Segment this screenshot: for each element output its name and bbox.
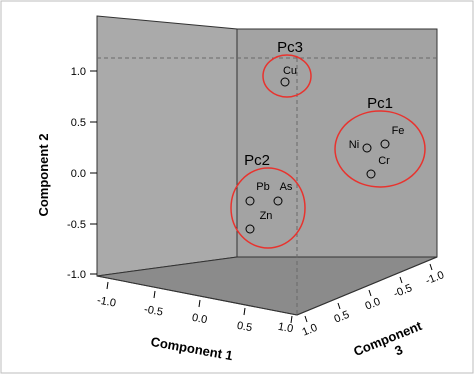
- group-annotations: Pc3 Pc1 Pc2: [230, 39, 426, 249]
- right-bottom-edge: [296, 256, 438, 316]
- y-axis: 1.0 0.5 0.0 -0.5 -1.0 Component 2: [36, 66, 97, 281]
- y-tick-label: 1.0: [71, 66, 86, 78]
- z-tick-mark: [337, 302, 341, 310]
- point-label-pb: Pb: [256, 181, 269, 193]
- data-point-labels: Cu Fe Ni Cr Pb As Zn: [256, 65, 404, 222]
- z-tick-label: 0.5: [333, 309, 352, 326]
- z-tick-mark: [399, 276, 403, 284]
- z-tick-mark: [429, 263, 433, 271]
- front-bottom-edge: [96, 275, 298, 316]
- group-circle-pc3: [262, 54, 312, 98]
- left-wall: [96, 15, 238, 277]
- point-label-cr: Cr: [378, 155, 390, 167]
- z-axis-title-line2: 3: [392, 342, 404, 359]
- z-axis-title-line1: Component: [351, 318, 424, 359]
- z-tick-label: -0.5: [392, 282, 414, 300]
- y-tick-label: 0.0: [71, 168, 86, 180]
- x-tick-mark: [243, 307, 246, 316]
- z-tick-label: -1.0: [424, 269, 446, 287]
- y-tick-label: -0.5: [67, 219, 86, 231]
- z-tick-mark: [304, 315, 308, 323]
- data-point-zn: [245, 224, 255, 234]
- x-tick-label: 0.5: [236, 320, 253, 334]
- x-tick-label: -1.0: [96, 294, 117, 309]
- data-points: [245, 77, 390, 234]
- x-tick-label: -0.5: [143, 303, 164, 318]
- point-label-ni: Ni: [349, 139, 359, 151]
- y-tick-label: 0.5: [71, 117, 86, 129]
- group-circle-pc1: [334, 110, 426, 188]
- x-tick-label: 0.0: [191, 312, 208, 326]
- x-tick-label: 1.0: [277, 321, 294, 335]
- group-label-pc2: Pc2: [244, 152, 270, 169]
- data-point-pb: [245, 196, 255, 206]
- z-axis-title: Component 3: [351, 317, 433, 373]
- x-tick-mark: [290, 315, 293, 324]
- data-point-cu: [280, 77, 290, 87]
- interior-dashed-lines: [97, 57, 437, 315]
- x-tick-mark: [198, 299, 201, 308]
- y-tick-label: -1.0: [67, 269, 86, 281]
- z-tick-label: 0.0: [364, 296, 383, 313]
- group-circle-pc2: [230, 167, 306, 249]
- point-label-cu: Cu: [283, 65, 297, 77]
- z-tick-label: 1.0: [301, 322, 320, 339]
- z-tick-mark: [368, 289, 372, 297]
- x-axis-title: Component 1: [150, 334, 234, 363]
- group-label-pc3: Pc3: [277, 39, 303, 56]
- point-label-fe: Fe: [392, 125, 405, 137]
- x-tick-mark: [153, 290, 156, 299]
- data-point-as: [273, 196, 283, 206]
- y-axis-title: Component 2: [36, 133, 51, 216]
- data-point-cr: [366, 169, 376, 179]
- point-label-as: As: [280, 181, 293, 193]
- point-label-zn: Zn: [260, 210, 273, 222]
- group-label-pc1: Pc1: [367, 95, 393, 112]
- data-point-ni: [362, 143, 372, 153]
- x-tick-mark: [106, 281, 109, 290]
- data-point-fe: [380, 139, 390, 149]
